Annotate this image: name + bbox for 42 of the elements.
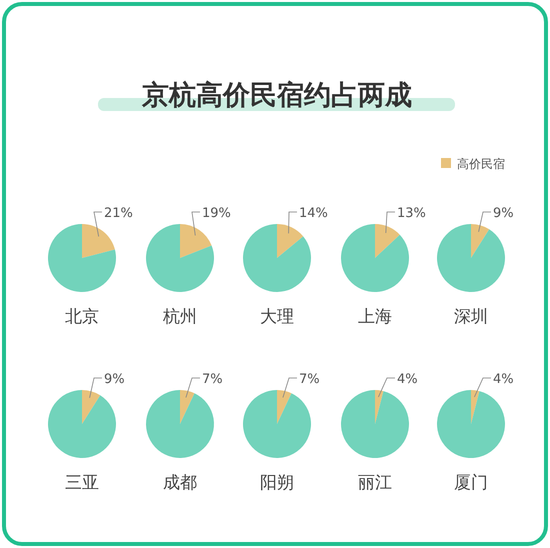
text: 丽江 <box>358 473 392 493</box>
pie-slice <box>471 390 480 424</box>
text: 三亚 <box>65 473 99 493</box>
pie-slice <box>277 224 304 258</box>
text: 京杭高价民宿约占两成 <box>141 80 412 111</box>
data-label: 13% <box>397 206 426 221</box>
data-label: 9% <box>493 206 514 221</box>
legend-label: 高价民宿 <box>457 157 505 171</box>
pie-slice <box>277 390 292 424</box>
pie-slice <box>341 390 409 458</box>
text: 北京 <box>65 307 99 327</box>
text: 杭州 <box>162 307 197 327</box>
pie-slice <box>82 224 115 258</box>
data-label: 14% <box>299 206 328 221</box>
data-label: 7% <box>202 372 223 387</box>
data-label: 4% <box>493 372 514 387</box>
pie-slice <box>471 224 490 258</box>
pie-slice <box>243 224 311 292</box>
text: 成都 <box>163 473 197 493</box>
pie-slice <box>146 224 214 292</box>
text: 大理 <box>260 307 294 327</box>
text: 上海 <box>358 307 392 327</box>
pie-slice <box>437 390 505 458</box>
data-label: 21% <box>104 206 133 221</box>
text: 厦门 <box>454 473 488 493</box>
data-label: 4% <box>397 372 418 387</box>
pie-slice <box>180 390 194 424</box>
pie-slice <box>48 390 116 458</box>
text: 深圳 <box>454 307 488 327</box>
pie-slice <box>243 390 311 458</box>
data-label: 7% <box>299 372 320 387</box>
pie-slice <box>375 390 384 424</box>
pie-slice <box>341 224 409 292</box>
pie-slice <box>146 390 214 458</box>
pie-slice <box>48 224 116 292</box>
pie-slice <box>437 224 505 292</box>
pie-slice <box>180 224 212 258</box>
pie-slice <box>82 390 100 424</box>
pie-slice <box>375 224 400 258</box>
data-label: 9% <box>104 372 125 387</box>
data-label: 19% <box>202 206 231 221</box>
text: 阳朔 <box>260 473 294 493</box>
